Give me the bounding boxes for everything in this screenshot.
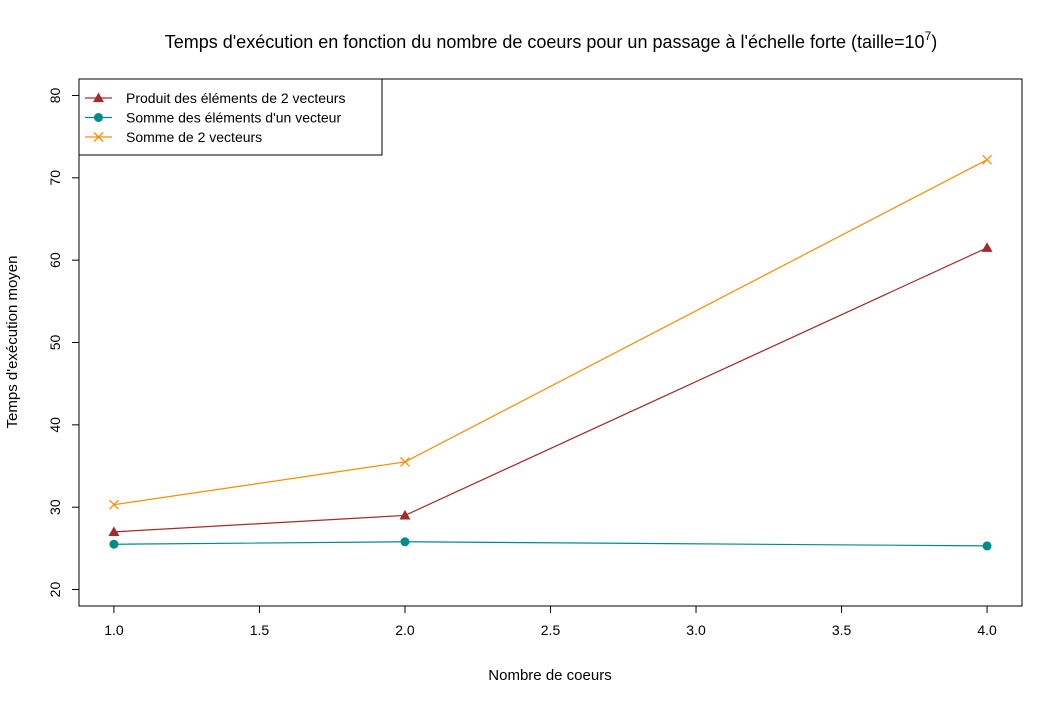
x-tick-label: 2.0: [395, 622, 415, 638]
y-tick-label: 30: [47, 499, 63, 515]
data-point: [981, 242, 993, 252]
legend-entry: Somme des éléments d'un vecteur: [85, 110, 341, 126]
series-line: [113, 247, 988, 533]
y-tick-label: 80: [47, 87, 63, 103]
y-tick-label: 50: [47, 335, 63, 351]
x-tick-label: 2.5: [541, 622, 561, 638]
data-point: [400, 537, 410, 547]
legend-label: Produit des éléments de 2 vecteurs: [126, 90, 345, 106]
x-axis: 1.0 1.5 2.0 2.5 3.0 3.5 4.0: [104, 605, 997, 638]
legend: Produit des éléments de 2 vecteurs Somme …: [78, 78, 383, 156]
data-point: [108, 526, 120, 537]
series-layer: [108, 154, 993, 551]
legend-box: [78, 78, 383, 156]
y-tick-label: 40: [47, 417, 63, 433]
data-point: [108, 499, 119, 510]
series-3: [108, 154, 993, 510]
y-tick-label: 70: [47, 170, 63, 186]
chart-title: Temps d'exécution en fonction du nombre …: [165, 29, 938, 52]
chart-title-main: Temps d'exécution en fonction du nombre …: [165, 32, 925, 52]
data-point: [399, 509, 411, 520]
series-1: [108, 242, 993, 537]
chart-title-superscript: 7: [925, 29, 932, 43]
data-point-stroke: [108, 499, 119, 510]
legend-marker-stroke: [93, 132, 104, 142]
data-point-stroke: [982, 154, 993, 165]
y-axis: 20 30 40 50 60 70 80: [47, 87, 80, 598]
x-tick-label: 3.5: [832, 622, 852, 638]
data-point: [982, 154, 993, 165]
series-line: [113, 159, 988, 506]
data-point-stroke: [400, 456, 410, 467]
legend-label: Somme des éléments d'un vecteur: [126, 110, 341, 126]
x-axis-title: Nombre de coeurs: [488, 667, 611, 684]
y-tick-label: 20: [47, 582, 63, 598]
legend-marker: [93, 92, 104, 103]
x-tick-label: 1.5: [250, 622, 270, 638]
legend-label: Somme de 2 vecteurs: [126, 129, 262, 145]
series-2: [109, 537, 992, 551]
series-line: [113, 541, 988, 547]
x-tick-label: 4.0: [977, 622, 997, 638]
legend-entry: Somme de 2 vecteurs: [85, 129, 262, 145]
legend-marker: [94, 113, 103, 122]
chart-title-close: ): [931, 32, 937, 52]
x-tick-label: 3.0: [686, 622, 706, 638]
data-point: [109, 539, 119, 549]
y-axis-title: Temps d'exécution moyen: [4, 256, 21, 429]
plot-area-frame: [78, 78, 1023, 607]
y-tick-label: 60: [47, 252, 63, 268]
data-point: [400, 456, 410, 467]
x-tick-label: 1.0: [104, 622, 124, 638]
data-point: [982, 541, 992, 551]
legend-entry: Produit des éléments de 2 vecteurs: [85, 90, 345, 106]
legend-marker: [93, 132, 104, 142]
